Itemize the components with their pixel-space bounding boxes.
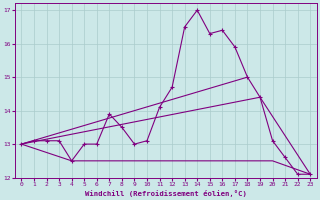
X-axis label: Windchill (Refroidissement éolien,°C): Windchill (Refroidissement éolien,°C): [85, 190, 247, 197]
